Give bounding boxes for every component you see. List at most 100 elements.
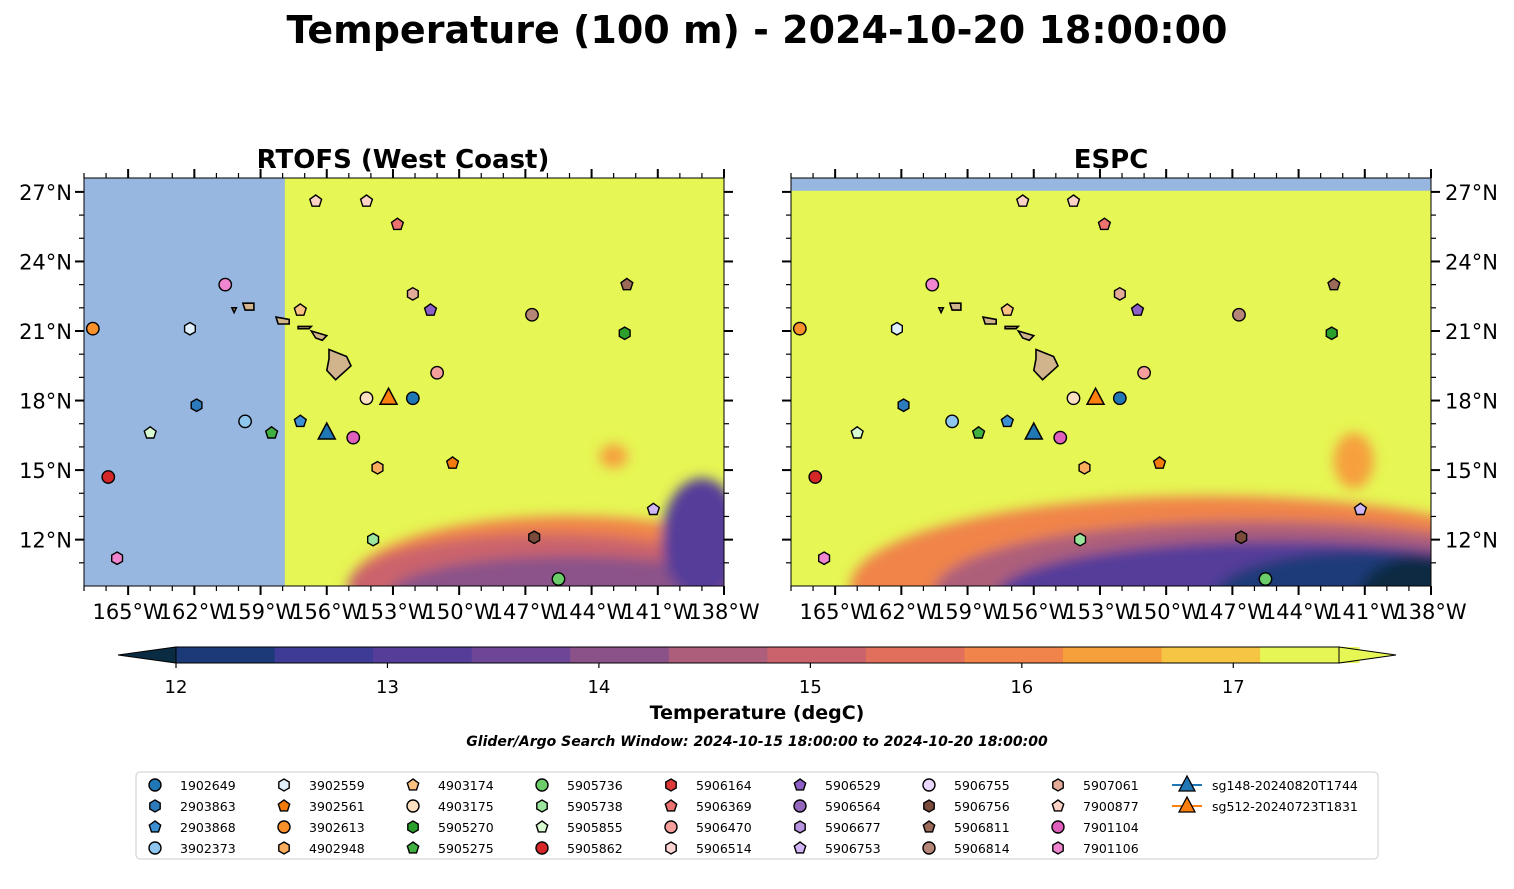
platform-marker-5905270 xyxy=(618,326,631,341)
platform-marker-7901104 xyxy=(346,430,361,445)
colorbar-tick-label: 12 xyxy=(165,677,188,698)
legend-marker-5906470 xyxy=(664,820,678,834)
eddy-warm xyxy=(599,444,628,469)
legend-marker-5906164 xyxy=(665,778,677,792)
lon-tick-label: 165°W xyxy=(92,600,164,624)
no-data-strip xyxy=(791,178,1431,191)
platform-marker-5906753_a xyxy=(1066,194,1081,207)
platform-marker-3902561 xyxy=(445,456,460,469)
legend-label: sg512-20240723T1831 xyxy=(1212,799,1358,814)
platform-marker-4902948 xyxy=(1078,460,1091,475)
platform-marker-5907061 xyxy=(406,286,419,301)
platform-marker-2903863 xyxy=(190,398,203,413)
platform-marker-3902559 xyxy=(890,321,903,336)
platform-marker-5905862 xyxy=(808,470,823,484)
legend-marker-5906564 xyxy=(793,799,807,813)
platform-marker-5905855 xyxy=(143,425,157,439)
lon-tick-label: 138°W xyxy=(1395,600,1467,624)
legend-label: 5906755 xyxy=(954,778,1010,793)
lon-tick-label: 165°W xyxy=(799,600,871,624)
island-niihau xyxy=(230,306,238,315)
legend-label: 1902649 xyxy=(180,778,236,793)
lon-tick-label: 141°W xyxy=(622,600,694,624)
platform-marker-2903868 xyxy=(1000,414,1015,428)
platform-marker-5906470 xyxy=(1137,365,1152,380)
legend-label: 3902559 xyxy=(309,778,365,793)
legend-label: 5906470 xyxy=(696,820,752,835)
platform-marker-7901106 xyxy=(818,551,831,566)
legend-marker-4903174 xyxy=(406,778,420,791)
colorbar-bin xyxy=(1063,647,1163,663)
platform-marker-5906369 xyxy=(1097,217,1112,231)
legend-marker-5905862 xyxy=(535,841,549,855)
island-kauai xyxy=(948,302,962,311)
glider-marker-sg512-20240723T1831 xyxy=(1085,386,1106,405)
legend-label: 5906753 xyxy=(825,841,881,856)
island-kauai xyxy=(241,302,255,311)
platform-marker-7900877 xyxy=(1015,194,1030,207)
legend-marker-sg512-20240723T1831 xyxy=(1177,795,1197,813)
colorbar-bin xyxy=(668,647,768,663)
lon-tick-label: 153°W xyxy=(1064,600,1136,624)
platform-marker-2903868 xyxy=(293,414,308,428)
legend-marker-5905738 xyxy=(536,799,548,813)
platform-marker-3902559 xyxy=(183,321,197,336)
colorbar-tick-label: 17 xyxy=(1222,677,1245,698)
lon-tick-label: 159°W xyxy=(225,600,297,624)
legend-marker-7901104 xyxy=(1051,820,1065,834)
island-molokai xyxy=(1004,325,1021,330)
colorbar-tick-label: 16 xyxy=(1010,677,1033,698)
cool-water-field xyxy=(850,432,1431,586)
legend-marker-4902948 xyxy=(278,841,290,855)
legend-label: 5905275 xyxy=(438,841,494,856)
lat-tick-label: 15°N xyxy=(19,459,72,483)
lat-tick-label: 12°N xyxy=(1445,529,1498,553)
eddy-warm xyxy=(1333,432,1374,489)
platform-marker-5906753_a xyxy=(359,194,374,207)
map-frame xyxy=(790,177,1432,587)
legend-label: sg148-20240820T1744 xyxy=(1212,778,1358,793)
platform-marker-5905275 xyxy=(264,425,279,439)
contour-12 xyxy=(1361,556,1431,586)
colorbar-tick-label: 13 xyxy=(376,677,399,698)
legend-marker-5906369 xyxy=(664,799,678,812)
colorbar-bin xyxy=(471,647,571,663)
legend: 1902649 2903863 2903868 3902373 3902559 39025… xyxy=(135,771,1379,860)
legend-label: 4903174 xyxy=(438,778,494,793)
legend-marker-5905736 xyxy=(535,778,549,792)
platform-marker-5905736 xyxy=(1258,572,1273,586)
colorbar-label: Temperature (degC) xyxy=(650,702,865,724)
platform-marker-4903174 xyxy=(1000,303,1015,316)
platform-marker-5905270 xyxy=(1325,326,1338,341)
platform-marker-5907061 xyxy=(1113,286,1126,301)
colorbar-bin xyxy=(865,647,966,663)
legend-marker-3902373 xyxy=(148,841,162,855)
platform-marker-1902649 xyxy=(405,391,420,406)
search-window-text: Glider/Argo Search Window: 2024-10-15 18… xyxy=(466,734,1048,750)
legend-marker-sg148-20240820T1744 xyxy=(1177,774,1197,792)
colorbar-bin xyxy=(176,647,276,663)
legend-marker-5906514 xyxy=(665,841,677,855)
panel-title-espc: ESPC xyxy=(1074,145,1149,175)
platform-marker-5906756 xyxy=(528,530,541,545)
platform-marker-4903174 xyxy=(293,303,308,316)
legend-label: 5905270 xyxy=(438,820,494,835)
axis-ticks-rtofs: 165°W162°W159°W156°W153°W150°W147°W144°W… xyxy=(19,169,760,624)
platform-marker-5906470 xyxy=(430,365,445,380)
contour-13-5 xyxy=(661,478,724,586)
legend-marker-3902613 xyxy=(277,820,291,834)
platform-marker-5906753 xyxy=(646,502,661,516)
colorbar-tick-label: 15 xyxy=(799,677,822,698)
platform-marker-1902649 xyxy=(1112,391,1127,406)
panel-title-rtofs: RTOFS (West Coast) xyxy=(257,145,550,175)
platform-marker-4902948 xyxy=(371,460,384,475)
legend-marker-5905270 xyxy=(407,820,419,834)
platform-marker-5905862 xyxy=(101,470,116,484)
glider-marker-sg148-20240820T1744 xyxy=(317,421,337,440)
legend-label: 5906814 xyxy=(954,841,1010,856)
legend-label: 3902373 xyxy=(180,841,236,856)
platform-marker-7900877 xyxy=(308,194,323,207)
legend-label: 5906756 xyxy=(954,799,1010,814)
legend-label: 5906529 xyxy=(825,778,881,793)
legend-marker-7901106 xyxy=(1052,841,1064,855)
